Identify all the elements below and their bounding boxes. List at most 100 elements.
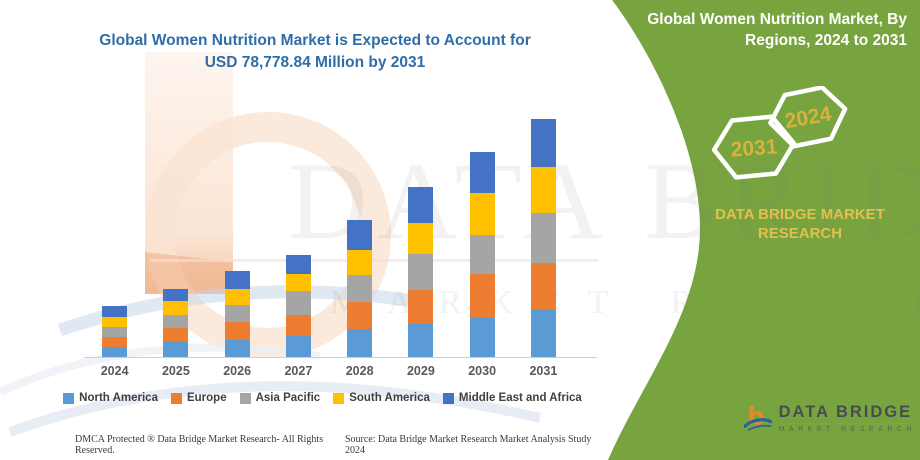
bar-segment-2024-middle-east-and-africa: [102, 306, 128, 317]
bar-segment-2026-middle-east-and-africa: [224, 270, 250, 289]
logo-wordmark: DATA BRIDGE MARKET RESEARCH: [778, 403, 916, 433]
chart-legend: North America Europe Asia Pacific South Ame…: [60, 392, 585, 404]
badge-2024: 2024: [768, 86, 848, 149]
bar-segment-2025-north-america: [163, 342, 189, 357]
bar-segment-2024-north-america: [102, 347, 128, 357]
bar-segment-2030-middle-east-and-africa: [469, 152, 495, 194]
chart-title-line2: USD 78,778.84 Million by 2031: [204, 54, 426, 72]
bar-segment-2030-north-america: [469, 317, 495, 357]
stacked-bar-2027: [285, 255, 311, 357]
legend-label: Middle East and Africa: [458, 392, 582, 404]
panel-title-line2: Regions, 2024 to 2031: [745, 31, 907, 49]
legend-label: North America: [79, 392, 158, 404]
bar-segment-2024-south-america: [102, 316, 128, 327]
badge-2031: 2031: [711, 114, 797, 180]
bar-slot-2030: [452, 117, 513, 357]
bar-segment-2028-north-america: [347, 328, 373, 357]
bar-segment-2031-north-america: [530, 309, 556, 357]
bar-segment-2027-north-america: [285, 336, 311, 357]
badge-2031-label: 2031: [730, 135, 779, 161]
footer: DMCA Protected ® Data Bridge Market Rese…: [75, 434, 595, 456]
x-label-2026: 2026: [223, 364, 252, 378]
x-label-2028: 2028: [345, 364, 374, 378]
bar-slot-2029: [390, 117, 451, 357]
bar-segment-2029-middle-east-and-africa: [408, 187, 434, 223]
bar-segment-2025-middle-east-and-africa: [163, 289, 189, 302]
x-label-2024: 2024: [100, 364, 129, 378]
chart-title-line1: Global Women Nutrition Market is Expecte…: [99, 32, 531, 49]
x-label-2031: 2031: [529, 364, 558, 378]
bar-segment-2025-europe: [163, 327, 189, 343]
stacked-bar-2026: [224, 270, 250, 357]
bar-segment-2031-south-america: [530, 166, 556, 214]
panel-title: Global Women Nutrition Market, By Region…: [617, 10, 907, 52]
bar-slot-2028: [329, 117, 390, 357]
bar-segment-2027-europe: [285, 315, 311, 337]
legend-item-north-america: North America: [63, 392, 158, 404]
bar-segment-2026-europe: [224, 321, 250, 340]
bar-slot-2031: [513, 117, 574, 357]
x-label-2030: 2030: [468, 364, 497, 378]
legend-swatch-icon: [170, 392, 182, 404]
stacked-bar-2029: [408, 187, 434, 357]
bar-segment-2028-asia-pacific: [347, 275, 373, 303]
bar-segment-2027-asia-pacific: [285, 291, 311, 316]
brand-text-line2: RESEARCH: [757, 224, 843, 242]
stacked-bar-2031: [530, 119, 556, 357]
data-bridge-b-icon: b: [744, 402, 772, 431]
bar-segment-2026-north-america: [224, 339, 250, 357]
bar-segment-2025-asia-pacific: [163, 315, 189, 328]
bar-segment-2030-asia-pacific: [469, 235, 495, 274]
bar-segment-2030-south-america: [469, 193, 495, 236]
badge-2024-label: 2024: [783, 102, 833, 133]
bar-slot-2027: [268, 117, 329, 357]
legend-item-south-america: South America: [333, 392, 430, 404]
logo-swoosh-tail: [747, 424, 772, 431]
bar-slot-2024: [84, 117, 145, 357]
bar-segment-2031-europe: [530, 262, 556, 310]
bar-slot-2025: [145, 117, 206, 357]
brand-text-line1: DATA BRIDGE MARKET: [715, 206, 885, 223]
footer-dmca-text: DMCA Protected ® Data Bridge Market Rese…: [75, 434, 324, 456]
bar-segment-2029-south-america: [408, 222, 434, 255]
legend-item-middle-east-and-africa: Middle East and Africa: [442, 392, 582, 404]
legend-swatch-icon: [63, 392, 75, 404]
chart-title: Global Women Nutrition Market is Expecte…: [85, 30, 545, 75]
bar-segment-2029-asia-pacific: [408, 254, 434, 291]
brand-text: DATA BRIDGE MARKET RESEARCH: [700, 206, 900, 244]
bar-segment-2025-south-america: [163, 301, 189, 316]
stacked-bar-2028: [347, 220, 373, 357]
bar-segment-2029-europe: [408, 290, 434, 325]
badge-2031-hexagon: [711, 114, 797, 180]
bar-segment-2028-middle-east-and-africa: [347, 220, 373, 251]
bar-segment-2026-asia-pacific: [224, 305, 250, 322]
x-axis-labels: 2024 2025 2026 2027 2028 2029 2030 2031: [84, 364, 574, 378]
stacked-bar-plot: [84, 117, 574, 357]
x-axis-line: [84, 357, 597, 358]
legend-swatch-icon: [333, 392, 345, 404]
bar-slot-2026: [207, 117, 268, 357]
legend-label: South America: [349, 392, 430, 404]
bar-segment-2027-south-america: [285, 273, 311, 292]
stacked-bar-2025: [163, 289, 189, 357]
logo-name: DATA BRIDGE: [778, 403, 916, 424]
bar-segment-2031-middle-east-and-africa: [530, 119, 556, 167]
bar-segment-2024-asia-pacific: [102, 326, 128, 337]
legend-swatch-icon: [442, 392, 454, 404]
company-logo: b DATA BRIDGE MARKET RESEARCH: [744, 392, 916, 444]
stacked-bar-2030: [469, 152, 495, 357]
footer-source-text: Source: Data Bridge Market Research Mark…: [344, 434, 592, 456]
legend-label: Europe: [186, 392, 227, 404]
logo-subtitle: MARKET RESEARCH: [778, 426, 916, 433]
bar-segment-2028-south-america: [347, 250, 373, 276]
bar-segment-2030-europe: [469, 273, 495, 318]
legend-item-europe: Europe: [170, 392, 227, 404]
panel-title-line1: Global Women Nutrition Market, By: [647, 11, 907, 28]
bar-segment-2029-north-america: [408, 324, 434, 357]
bar-segment-2028-europe: [347, 302, 373, 329]
x-label-2025: 2025: [161, 364, 190, 378]
x-label-2027: 2027: [284, 364, 313, 378]
stacked-bar-2024: [102, 306, 128, 357]
bar-segment-2026-south-america: [224, 288, 250, 306]
